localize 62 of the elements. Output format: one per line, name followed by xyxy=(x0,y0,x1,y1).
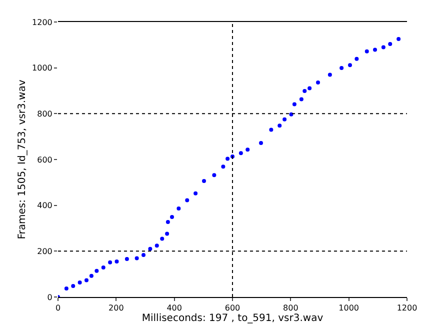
x-tick-label: 800 xyxy=(283,304,298,313)
point xyxy=(226,156,230,161)
point xyxy=(160,236,164,241)
point xyxy=(373,48,378,52)
point xyxy=(84,278,88,282)
point xyxy=(170,215,174,220)
x-axis-title: Milliseconds: 197 , to_591, vsr3.wav xyxy=(142,313,324,324)
point xyxy=(282,117,287,122)
point xyxy=(64,286,68,291)
point xyxy=(78,280,82,285)
x-tick-label: 200 xyxy=(108,304,124,313)
point xyxy=(185,198,190,202)
point xyxy=(212,173,216,178)
point xyxy=(154,244,159,248)
x-tick-label: 1000 xyxy=(338,304,360,313)
x-tick-label: 400 xyxy=(166,304,182,313)
point xyxy=(89,274,94,278)
point xyxy=(388,42,392,46)
point xyxy=(108,260,112,264)
point xyxy=(165,232,170,236)
point xyxy=(269,128,274,132)
x-tick-label: 600 xyxy=(224,304,240,313)
point xyxy=(308,86,312,90)
y-tick-label: 400 xyxy=(37,201,52,210)
point xyxy=(302,88,307,93)
point xyxy=(278,124,282,128)
point xyxy=(166,220,170,224)
point xyxy=(348,63,352,68)
point xyxy=(114,259,119,264)
point xyxy=(354,56,359,61)
point xyxy=(364,49,369,54)
point xyxy=(292,102,296,106)
point xyxy=(299,97,304,102)
point xyxy=(124,256,129,261)
point xyxy=(340,66,344,70)
point xyxy=(246,148,250,152)
y-axis-title: Frames: 1505, Id_753, vsr3.wav xyxy=(17,80,28,240)
y-tick-label: 800 xyxy=(37,109,52,118)
y-tick-label: 600 xyxy=(37,155,52,164)
point xyxy=(176,206,181,211)
point xyxy=(316,80,320,84)
point xyxy=(381,45,386,50)
point xyxy=(328,72,332,77)
y-tick-label: 1200 xyxy=(32,18,52,27)
y-tick-label: 200 xyxy=(37,246,52,256)
point xyxy=(221,164,226,169)
point xyxy=(289,112,294,116)
x-tick-label: 0 xyxy=(55,304,61,313)
point xyxy=(94,268,99,273)
y-tick-label: 0 xyxy=(47,292,52,302)
point xyxy=(142,253,146,258)
point xyxy=(194,191,198,196)
point xyxy=(202,179,206,184)
point xyxy=(396,36,401,41)
point xyxy=(134,256,139,260)
point xyxy=(101,265,106,270)
x-tick-label: 1200 xyxy=(396,304,418,313)
point xyxy=(148,246,152,251)
y-tick-label: 1000 xyxy=(32,64,52,73)
point xyxy=(259,141,263,145)
point xyxy=(238,151,243,156)
point xyxy=(71,284,76,288)
